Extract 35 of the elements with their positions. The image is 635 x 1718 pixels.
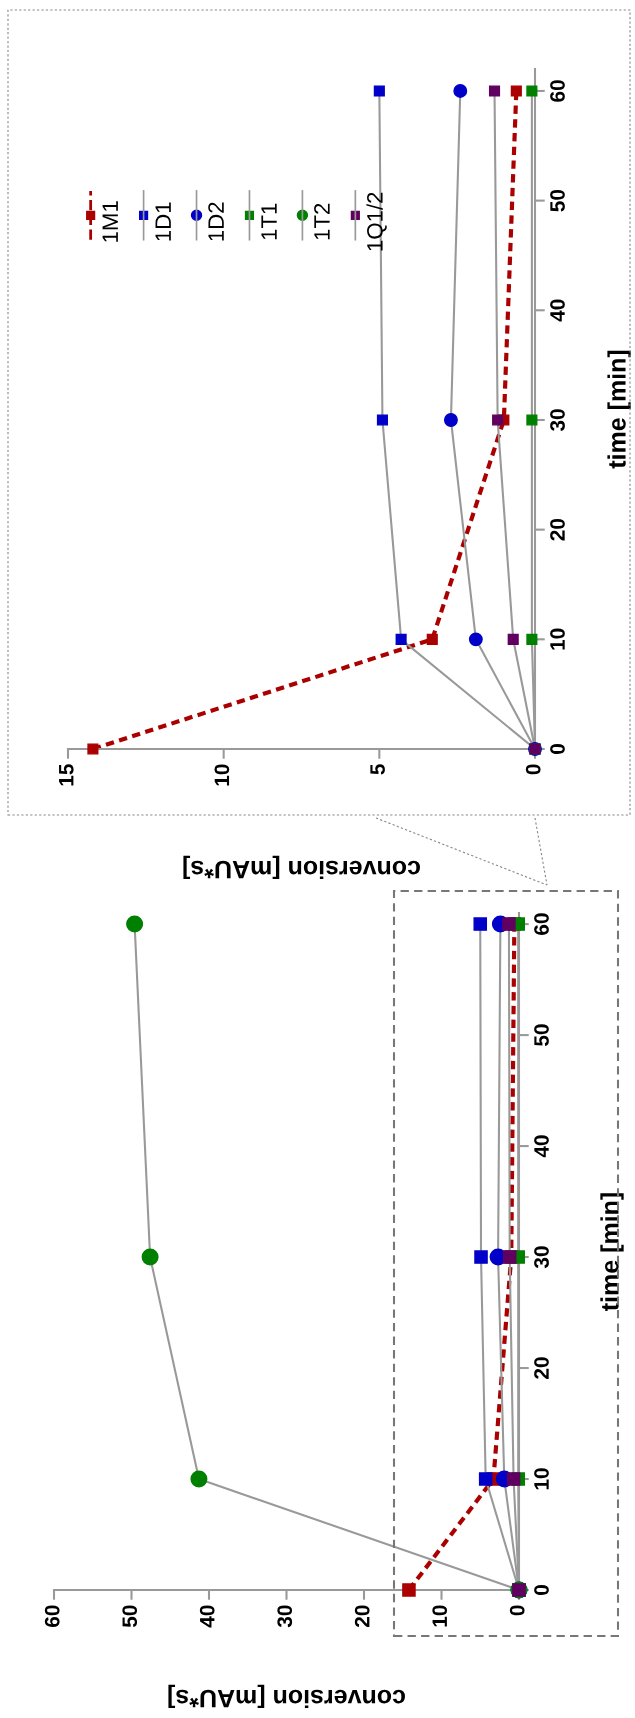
x-tick-label: 50: [122, 1605, 138, 1628]
y-tick-label: 50: [550, 189, 565, 212]
y-tick-label: 40: [534, 1135, 549, 1158]
legend-label: 1T1: [261, 203, 277, 240]
x-tick-label: 0: [509, 1605, 525, 1616]
x-tick-label: 5: [370, 764, 385, 775]
legend-label: 1D2: [208, 202, 224, 241]
y-tick-label: 40: [550, 299, 565, 322]
y-axis-title: time [min]: [607, 350, 631, 469]
y-tick-label: 0: [550, 744, 565, 754]
x-tick-label: 60: [44, 1605, 60, 1627]
x-tick-label: 0: [525, 764, 541, 775]
y-tick-label: 60: [550, 80, 565, 102]
x-tick-label: 10: [214, 764, 230, 786]
y-axis-title: time [min]: [600, 1193, 624, 1311]
y-tick-label: 20: [534, 1357, 549, 1379]
y-tick-label: 20: [550, 518, 565, 541]
y-tick-label: 50: [534, 1024, 549, 1047]
legend-label: 1D1: [155, 202, 171, 241]
y-tick-label: 30: [550, 409, 565, 432]
legend-label: 1Q1/2: [366, 192, 387, 251]
y-tick-label: 0: [534, 1585, 549, 1595]
x-tick-label: 20: [354, 1605, 370, 1628]
x-tick-label: 30: [277, 1605, 293, 1628]
y-tick-label: 30: [534, 1246, 549, 1269]
x-tick-label: 15: [59, 764, 74, 786]
legend-label: 1T2: [314, 203, 330, 240]
y-tick-label: 10: [550, 628, 565, 650]
legend-label: 1M1: [102, 201, 118, 242]
y-tick-label: 10: [534, 1468, 549, 1490]
x-axis-title: conversion [mAU*s]: [183, 855, 420, 880]
x-axis-title: conversion [mAU*s]: [168, 1684, 405, 1709]
x-tick-label: 40: [199, 1605, 215, 1628]
x-tick-label: 10: [432, 1605, 448, 1627]
y-tick-label: 60: [534, 913, 549, 935]
